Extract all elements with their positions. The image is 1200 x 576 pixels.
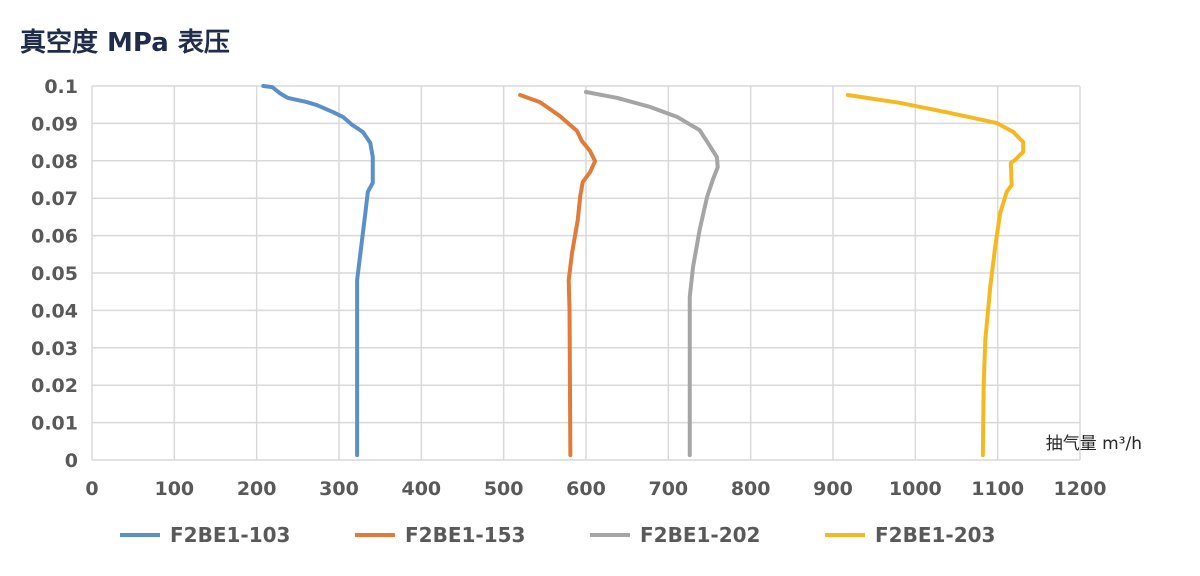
y-tick-label: 0.06 — [31, 226, 78, 248]
x-tick-label: 1200 — [1054, 478, 1107, 500]
x-tick-label: 400 — [401, 478, 441, 500]
x-tick-label: 0 — [85, 478, 98, 500]
y-tick-label: 0 — [65, 450, 78, 472]
x-tick-label: 200 — [237, 478, 277, 500]
y-tick-label: 0.07 — [31, 188, 78, 210]
x-axis-label: 抽气量 m³/h — [1046, 434, 1142, 454]
x-tick-label: 700 — [648, 478, 688, 500]
x-tick-label: 500 — [484, 478, 524, 500]
y-tick-label: 0.03 — [31, 338, 78, 360]
legend-label: F2BE1-103 — [170, 523, 290, 547]
y-tick-label: 0.1 — [44, 76, 78, 98]
series-line-f2be1-203 — [845, 92, 1026, 458]
y-tick-label: 0.01 — [31, 413, 78, 435]
y-tick-label: 0.09 — [31, 113, 78, 135]
legend-label: F2BE1-202 — [640, 523, 760, 547]
series-line-f2be1-103 — [261, 84, 375, 458]
series-line-f2be1-202 — [584, 89, 720, 458]
y-tick-label: 0.05 — [31, 263, 78, 285]
series-line-f2be1-153 — [518, 92, 598, 458]
x-tick-label: 100 — [154, 478, 194, 500]
x-tick-label: 1000 — [889, 478, 942, 500]
x-tick-label: 1100 — [971, 478, 1024, 500]
legend-label: F2BE1-203 — [875, 523, 995, 547]
x-tick-label: 800 — [731, 478, 771, 500]
x-tick-label: 600 — [566, 478, 606, 500]
y-tick-label: 0.04 — [31, 300, 78, 322]
y-tick-label: 0.08 — [31, 151, 78, 173]
chart-title: 真空度 MPa 表压 — [20, 28, 230, 58]
x-tick-label: 900 — [813, 478, 853, 500]
x-tick-label: 300 — [319, 478, 359, 500]
y-tick-label: 0.02 — [31, 375, 78, 397]
legend-label: F2BE1-153 — [405, 523, 525, 547]
